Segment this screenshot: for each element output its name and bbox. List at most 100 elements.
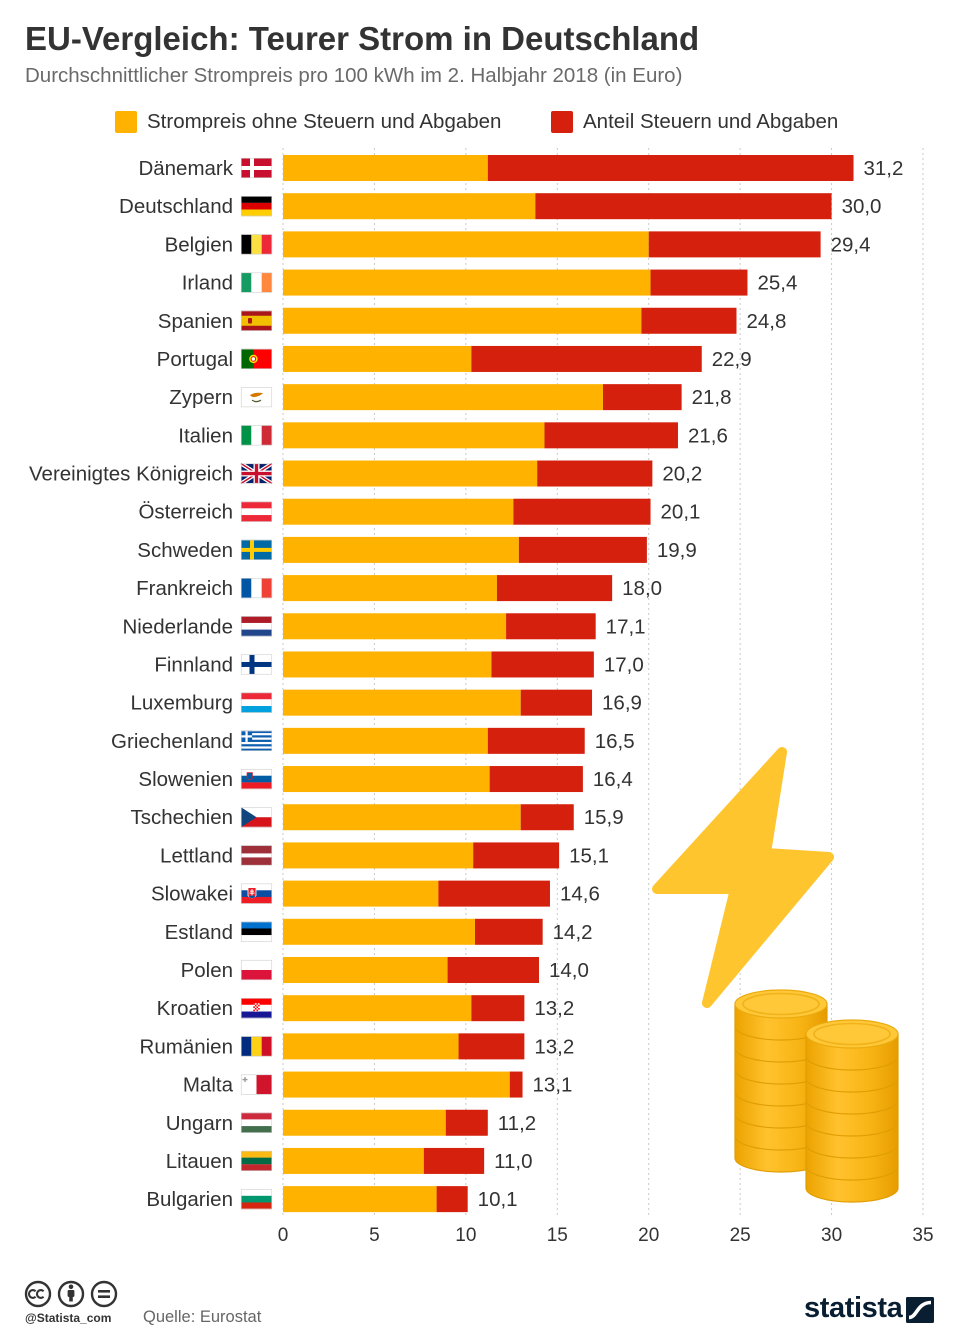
bar-segment-tax <box>509 1071 523 1098</box>
bar-row: Rumänien 13,2 <box>140 1033 574 1060</box>
flag-be-icon <box>240 234 273 255</box>
bar-segment-base <box>283 689 521 716</box>
x-tick-label: 30 <box>821 1225 842 1246</box>
value-label: 13,2 <box>534 1035 574 1058</box>
bar-segment-base <box>283 613 507 640</box>
bar-row: Portugal 22,9 <box>157 345 752 372</box>
coin-top-rim <box>742 992 820 1016</box>
value-label: 17,1 <box>606 615 646 638</box>
bar-segment-tax <box>473 842 560 869</box>
country-label: Zypern <box>169 386 233 409</box>
coin-stack <box>805 1019 899 1203</box>
bar-row: Estland 14,2 <box>165 918 593 945</box>
bar-row: Lettland 15,1 <box>160 842 609 869</box>
bar-segment-tax <box>487 155 854 181</box>
legend-label-tax: Anteil Steuern und Abgaben <box>583 110 839 133</box>
value-label: 16,4 <box>593 768 633 791</box>
bar-row: Tschechien 15,9 <box>130 804 624 831</box>
bar-segment-tax <box>513 498 651 525</box>
bar-row: Griechenland 16,5 <box>111 727 635 754</box>
chart-title: EU-Vergleich: Teurer Strom in Deutschlan… <box>25 20 700 57</box>
bar-segment-base <box>283 307 642 334</box>
statista-logo-icon <box>906 1297 934 1323</box>
bar-segment-base <box>283 460 538 487</box>
flag-gr-icon <box>240 730 273 751</box>
country-label: Italien <box>178 424 233 447</box>
legend-label-base: Strompreis ohne Steuern und Abgaben <box>147 110 502 133</box>
bar-segment-tax <box>438 880 550 907</box>
flag-fi-icon <box>240 654 273 675</box>
country-label: Estland <box>165 921 233 944</box>
bar-row: Kroatien 13,2 <box>157 995 574 1022</box>
bar-segment-tax <box>496 575 613 602</box>
value-label: 16,5 <box>595 730 635 753</box>
flag-lt-icon <box>240 1150 273 1171</box>
bar-segment-base <box>283 231 649 258</box>
flag-fr-icon <box>240 578 273 599</box>
bar-segment-base <box>283 155 488 181</box>
flag-lu-icon <box>240 692 273 713</box>
country-label: Rumänien <box>140 1035 233 1058</box>
bar-row: Ungarn 11,2 <box>166 1109 536 1136</box>
bar-segment-tax <box>471 345 702 372</box>
country-label: Belgien <box>165 233 233 256</box>
flag-bg-icon <box>240 1189 273 1210</box>
value-label: 25,4 <box>757 272 797 295</box>
flag-pt-icon <box>240 348 273 370</box>
value-label: 16,9 <box>602 692 642 715</box>
bar-segment-base <box>283 956 448 983</box>
flag-it-icon <box>240 425 273 446</box>
country-label: Luxemburg <box>130 692 233 715</box>
value-label: 14,6 <box>560 883 600 906</box>
bar-segment-tax <box>489 766 583 793</box>
flag-se-icon <box>240 539 273 560</box>
coin-top-face <box>805 1019 899 1049</box>
bar-row: Niederlande 17,1 <box>122 613 646 640</box>
flag-ie-icon <box>240 272 273 293</box>
flag-mt-icon <box>240 1074 273 1095</box>
bar-row: Frankreich 18,0 <box>136 575 662 602</box>
flag-pl-icon <box>240 959 273 981</box>
bar-segment-tax <box>436 1186 468 1213</box>
country-label: Schweden <box>137 539 233 562</box>
value-label: 21,6 <box>688 424 728 447</box>
country-label: Dänemark <box>138 157 233 180</box>
legend-swatch-tax <box>551 111 573 133</box>
country-label: Griechenland <box>111 730 233 753</box>
bar-segment-tax <box>544 422 678 449</box>
bar-segment-base <box>283 1071 510 1098</box>
x-tick-label: 10 <box>455 1225 476 1246</box>
country-label: Portugal <box>157 348 233 371</box>
country-label: Polen <box>181 959 233 982</box>
bar-segment-tax <box>641 307 737 334</box>
value-label: 10,1 <box>478 1188 518 1211</box>
country-label: Malta <box>183 1074 234 1097</box>
bar-segment-tax <box>447 956 539 983</box>
bar-segment-base <box>283 1147 424 1174</box>
bar-segment-base <box>283 766 490 793</box>
country-label: Slowakei <box>151 883 233 906</box>
x-tick-label: 25 <box>730 1225 751 1246</box>
bar-segment-base <box>283 1186 437 1213</box>
flag-cz-icon <box>240 807 273 828</box>
value-label: 15,9 <box>584 806 624 829</box>
value-label: 22,9 <box>712 348 752 371</box>
flag-ee-icon <box>240 921 273 942</box>
bar-segment-tax <box>535 193 832 220</box>
country-label: Lettland <box>160 844 233 867</box>
flag-lv-icon <box>240 845 273 866</box>
bar-row: Irland 25,4 <box>182 269 797 296</box>
bar-row: Zypern 21,8 <box>169 384 732 411</box>
bar-segment-base <box>283 918 475 945</box>
flag-hu-icon <box>240 1112 273 1133</box>
bar-segment-base <box>283 422 545 449</box>
flag-es-icon <box>240 310 273 331</box>
bar-segment-base <box>283 384 603 411</box>
source-note: Quelle: Eurostat <box>143 1308 262 1326</box>
bar-row: Slowenien 16,4 <box>138 766 633 793</box>
value-label: 24,8 <box>746 310 786 333</box>
country-label: Österreich <box>138 501 233 524</box>
legend-swatch-base <box>115 111 137 133</box>
value-label: 29,4 <box>831 233 871 256</box>
